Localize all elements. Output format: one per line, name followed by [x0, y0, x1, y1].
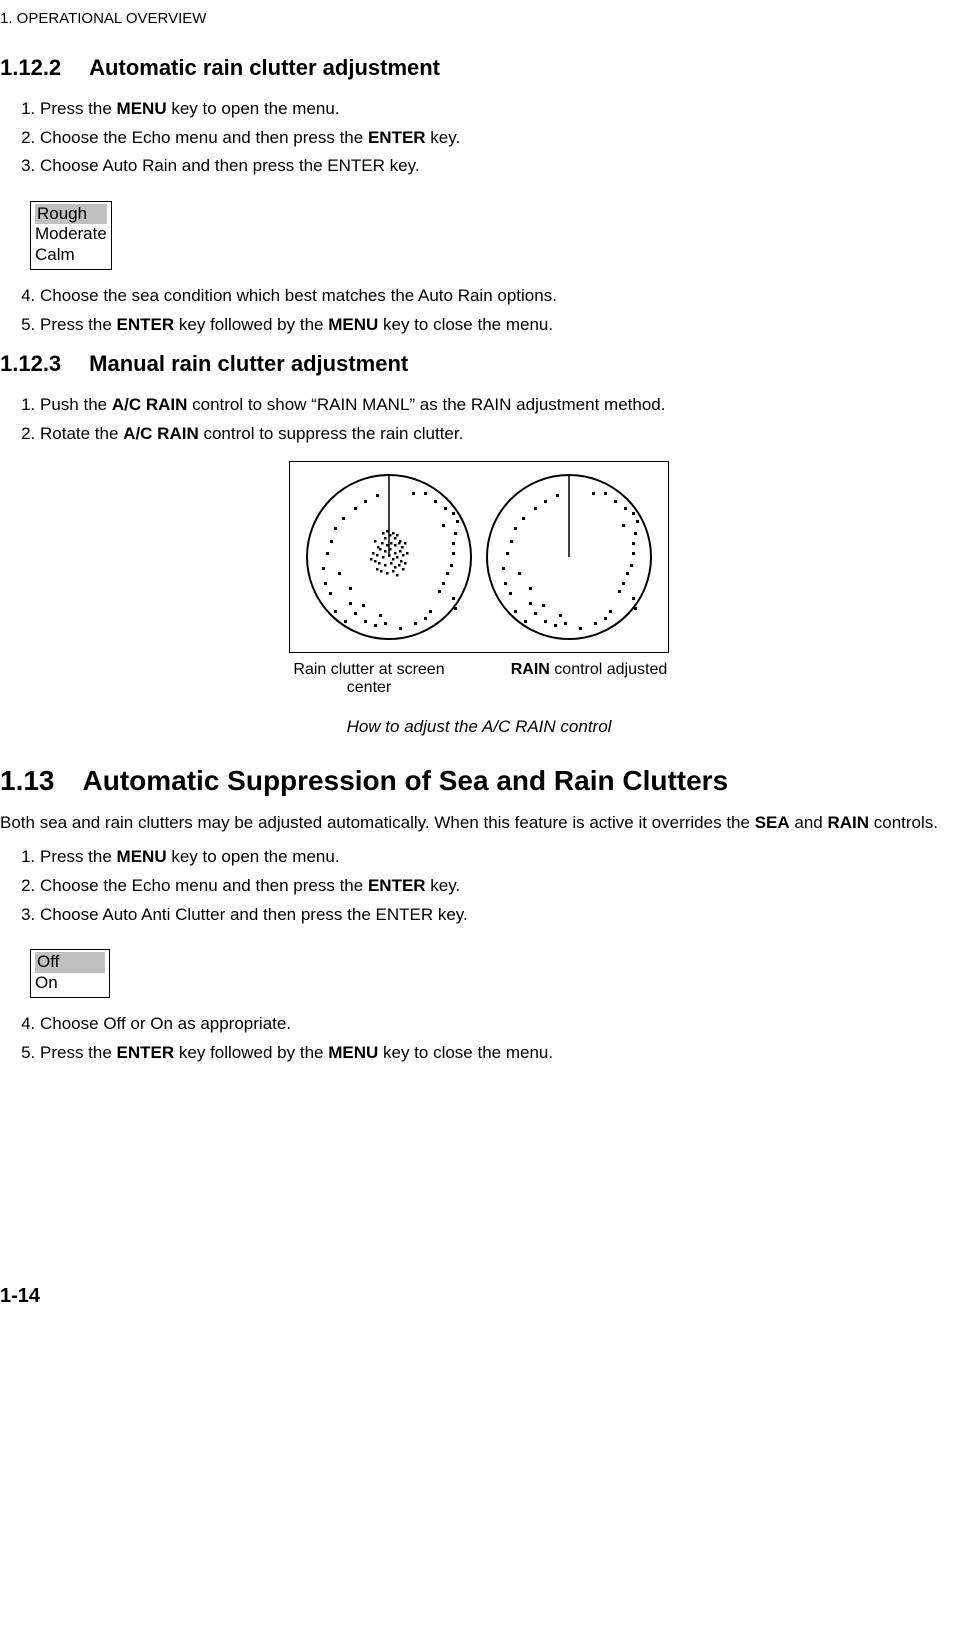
- figure-caption: How to adjust the A/C RAIN control: [0, 717, 958, 737]
- menu-option: On: [35, 973, 105, 993]
- text: Rotate the: [40, 424, 123, 443]
- steps-1-12-3: Push the A/C RAIN control to show “RAIN …: [0, 393, 958, 446]
- page-header: 1. OPERATIONAL OVERVIEW: [0, 10, 958, 27]
- text: key.: [426, 876, 461, 895]
- figure-rain-clutter: Rain clutter at screen center RAIN contr…: [0, 461, 958, 697]
- steps-1-12-2-a: Press the MENU key to open the menu. Cho…: [0, 97, 958, 179]
- menu-option-selected: Off: [35, 952, 105, 972]
- text: Press the: [40, 315, 117, 334]
- step-item: Press the ENTER key followed by the MENU…: [40, 1041, 958, 1066]
- steps-1-12-2-b: Choose the sea condition which best matc…: [0, 284, 958, 337]
- step-item: Rotate the A/C RAIN control to suppress …: [40, 422, 958, 447]
- radar-left-icon: [304, 472, 474, 642]
- heading-1-12-3: 1.12.3 Manual rain clutter adjustment: [0, 351, 958, 377]
- heading-title: Automatic Suppression of Sea and Rain Cl…: [83, 765, 729, 796]
- step-item: Push the A/C RAIN control to show “RAIN …: [40, 393, 958, 418]
- key-name: MENU: [117, 847, 167, 866]
- step-item: Choose the sea condition which best matc…: [40, 284, 958, 309]
- text: control to show “RAIN MANL” as the RAIN …: [187, 395, 665, 414]
- step-item: Choose Auto Anti Clutter and then press …: [40, 903, 958, 928]
- text: key to close the menu.: [378, 1043, 553, 1062]
- step-item: Press the MENU key to open the menu.: [40, 845, 958, 870]
- text: Choose the Echo menu and then press the: [40, 876, 368, 895]
- text: key followed by the: [174, 315, 328, 334]
- text: controls.: [869, 813, 938, 832]
- text-bold: RAIN: [511, 661, 550, 678]
- figure-label-right: RAIN control adjusted: [499, 661, 679, 697]
- key-name: MENU: [328, 1043, 378, 1062]
- text: Press the: [40, 99, 117, 118]
- text: Press the: [40, 847, 117, 866]
- figure-box: [289, 461, 669, 653]
- control-name: A/C RAIN: [112, 395, 188, 414]
- key-name: MENU: [328, 315, 378, 334]
- text: Choose the Echo menu and then press the: [40, 128, 368, 147]
- menu-box-auto-rain: Rough Moderate Calm: [30, 201, 112, 270]
- key-name: ENTER: [117, 315, 175, 334]
- step-item: Press the ENTER key followed by the MENU…: [40, 313, 958, 338]
- radar-right-icon: [484, 472, 654, 642]
- heading-number: 1.13: [0, 765, 55, 797]
- step-item: Press the MENU key to open the menu.: [40, 97, 958, 122]
- figure-label-left: Rain clutter at screen center: [279, 661, 459, 697]
- menu-option: Calm: [35, 245, 107, 265]
- text: Push the: [40, 395, 112, 414]
- menu-box-anti-clutter: Off On: [30, 949, 110, 998]
- text: key to open the menu.: [167, 847, 340, 866]
- text: control to suppress the rain clutter.: [199, 424, 464, 443]
- key-name: ENTER: [117, 1043, 175, 1062]
- text: key followed by the: [174, 1043, 328, 1062]
- steps-1-13-b: Choose Off or On as appropriate. Press t…: [0, 1012, 958, 1065]
- heading-title: Automatic rain clutter adjustment: [89, 55, 440, 80]
- menu-option: Moderate: [35, 224, 107, 244]
- page-number: 1-14: [0, 1285, 958, 1308]
- key-name: ENTER: [368, 128, 426, 147]
- text: and: [790, 813, 828, 832]
- control-name: SEA: [755, 813, 790, 832]
- menu-option-selected: Rough: [35, 204, 107, 224]
- step-item: Choose the Echo menu and then press the …: [40, 874, 958, 899]
- heading-1-13: 1.13 Automatic Suppression of Sea and Rai…: [0, 765, 958, 797]
- text: key.: [426, 128, 461, 147]
- key-name: MENU: [117, 99, 167, 118]
- control-name: A/C RAIN: [123, 424, 199, 443]
- heading-number: 1.12.3: [0, 351, 61, 377]
- step-item: Choose the Echo menu and then press the …: [40, 126, 958, 151]
- steps-1-13-a: Press the MENU key to open the menu. Cho…: [0, 845, 958, 927]
- heading-title: Manual rain clutter adjustment: [89, 351, 408, 376]
- text: key to close the menu.: [378, 315, 553, 334]
- heading-1-12-2: 1.12.2 Automatic rain clutter adjustment: [0, 55, 958, 81]
- heading-number: 1.12.2: [0, 55, 61, 81]
- control-name: RAIN: [827, 813, 869, 832]
- step-item: Choose Off or On as appropriate.: [40, 1012, 958, 1037]
- key-name: ENTER: [368, 876, 426, 895]
- text: Press the: [40, 1043, 117, 1062]
- text: key to open the menu.: [167, 99, 340, 118]
- figure-labels: Rain clutter at screen center RAIN contr…: [0, 661, 958, 697]
- text: control adjusted: [550, 661, 667, 678]
- text: Both sea and rain clutters may be adjust…: [0, 813, 755, 832]
- step-item: Choose Auto Rain and then press the ENTE…: [40, 154, 958, 179]
- paragraph-1-13: Both sea and rain clutters may be adjust…: [0, 811, 958, 836]
